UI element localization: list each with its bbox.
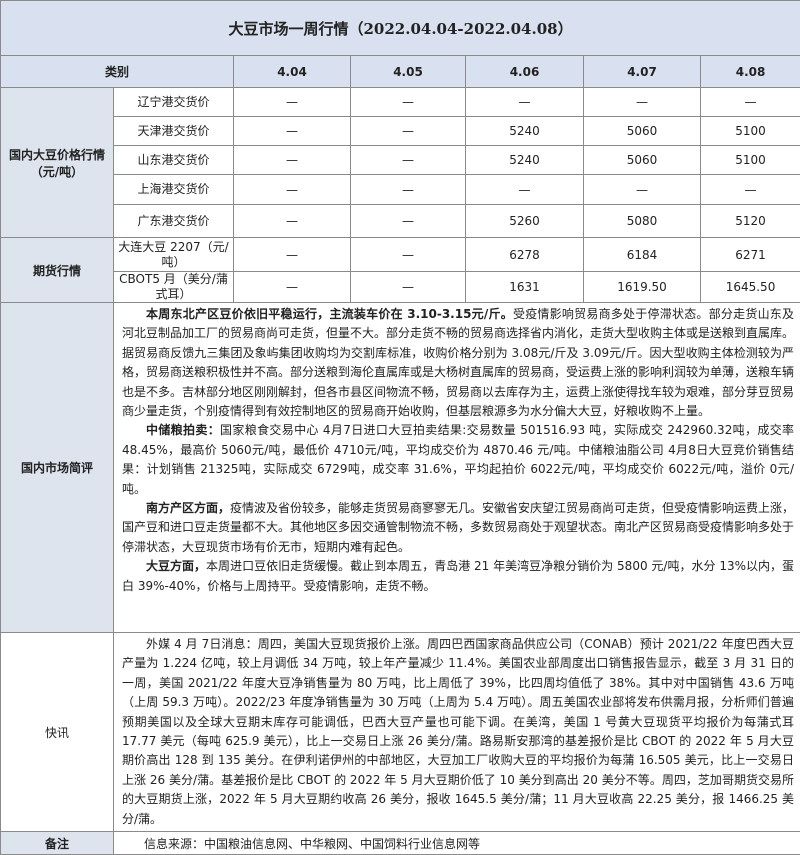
table-row: 期货行情 大连大豆 2207（元/吨） — —6278 6184 6271: [0, 237, 800, 303]
table-row: CBOT5 月（美分/蒲式耳） — —1631 1619.50 1645.50: [1, 271, 800, 303]
price-cell: —: [233, 204, 351, 238]
price-cell: 5240: [465, 145, 584, 175]
table-row: 国内大豆价格行情（元/吨） 辽宁港交货价 — — — — —: [0, 87, 800, 238]
price-cell: —: [350, 145, 466, 175]
table-row: 大豆市场一周行情（2022.04.04-2022.04.08）: [0, 0, 800, 56]
price-cell: 5080: [583, 204, 701, 238]
commentary-paragraph: 大豆方面，本周进口豆依旧走货缓慢。截止到本周五，青岛港 21 年美湾豆净粮分销价…: [122, 557, 794, 596]
price-cell: —: [350, 174, 466, 205]
news-paragraph: 外媒 4 月 7日消息：周四，美国大豆现货报价上涨。周四巴西国家商品供应公司（C…: [122, 637, 795, 826]
price-cell: —: [465, 87, 584, 117]
price-cell: —: [583, 174, 701, 205]
paragraph-lead: 大豆方面，: [146, 559, 207, 574]
table-row: 国内市场简评 本周东北产区豆价依旧平稳运行，主流装车价在 3.10-3.15元/斤…: [0, 302, 800, 633]
header-date: 4.08: [699, 55, 800, 88]
item-label: 辽宁港交货价: [113, 87, 234, 117]
table-row: 类别 4.04 4.05 4.06 4.07 4.08: [0, 55, 800, 88]
group-label: 国内大豆价格行情（元/吨）: [0, 87, 114, 238]
header-date: 4.04: [233, 55, 351, 88]
header-date: 4.07: [583, 55, 701, 88]
price-cell: —: [233, 237, 351, 272]
price-cell: 6271: [699, 237, 800, 272]
paragraph-text: 受疫情影响贸易商多处于停滞状态。部分走货山东及河北豆制品加工厂的贸易商尚可走货，…: [122, 307, 795, 419]
commentary-paragraph: 南方产区方面，疫情波及省份较多，能够走货贸易商寥寥无几。安徽省安庆望江贸易商尚可…: [122, 499, 794, 557]
item-label: CBOT5 月（美分/蒲式耳）: [113, 271, 234, 303]
price-cell: —: [350, 237, 466, 272]
price-cell: 5060: [583, 116, 701, 146]
price-cell: —: [233, 87, 351, 117]
table-row: 上海港交货价 — — — — —: [1, 174, 800, 205]
price-cell: 5260: [465, 204, 584, 238]
commentary-text: 本周东北产区豆价依旧平稳运行，主流装车价在 3.10-3.15元/斤。受疫情影响…: [112, 302, 800, 633]
item-label: 山东港交货价: [113, 145, 234, 175]
price-cell: —: [699, 87, 800, 117]
price-cell: 6278: [465, 237, 584, 272]
price-cell: —: [699, 174, 800, 205]
item-label: 上海港交货价: [113, 174, 234, 205]
table-row: 广东港交货价 — —5260 5080 5120: [1, 204, 800, 238]
commentary-paragraph: 中储粮拍卖：国家粮食交易中心 4月7日进口大豆拍卖结果:交易数量 501516.…: [122, 421, 794, 499]
price-cell: 5060: [583, 145, 701, 175]
news-label: 快讯: [0, 631, 114, 833]
table-row: 天津港交货价 — —5240 5060 5100: [1, 116, 800, 146]
table-row: 备注 信息来源：中国粮油信息网、中华粮网、中国饲料行业信息网等: [0, 831, 800, 855]
paragraph-lead: 中储粮拍卖：: [146, 423, 221, 438]
price-cell: 5120: [699, 204, 800, 238]
price-cell: 6184: [583, 237, 701, 272]
price-cell: 1619.50: [583, 271, 701, 303]
item-label: 广东港交货价: [113, 204, 234, 238]
table-row: 山东港交货价 — —5240 5060 5100: [1, 145, 800, 175]
price-cell: 5240: [465, 116, 584, 146]
price-cell: —: [233, 271, 351, 303]
notes-text: 信息来源：中国粮油信息网、中华粮网、中国饲料行业信息网等: [112, 831, 800, 855]
price-cell: 1645.50: [699, 271, 800, 303]
paragraph-text: 国家粮食交易中心 4月7日进口大豆拍卖结果:交易数量 501516.93 吨，实…: [122, 423, 795, 496]
header-category: 类别: [0, 55, 234, 88]
price-cell: 1631: [465, 271, 584, 303]
paragraph-text: 疫情波及省份较多，能够走货贸易商寥寥无几。安徽省安庆望江贸易商尚可走货，但受疫情…: [122, 501, 795, 554]
price-cell: —: [233, 174, 351, 205]
paragraph-lead: 本周东北产区豆价依旧平稳运行，主流装车价在 3.10-3.15元/斤。: [146, 307, 513, 321]
price-cell: 5100: [699, 145, 800, 175]
commentary-paragraph: 本周东北产区豆价依旧平稳运行，主流装车价在 3.10-3.15元/斤。受疫情影响…: [122, 305, 794, 421]
price-cell: —: [350, 87, 466, 117]
paragraph-text: 本周进口豆依旧走货缓慢。截止到本周五，青岛港 21 年美湾豆净粮分销价为 580…: [122, 559, 795, 593]
table-title: 大豆市场一周行情（2022.04.04-2022.04.08）: [0, 0, 800, 56]
price-cell: 5100: [699, 116, 800, 146]
price-cell: —: [350, 116, 466, 146]
news-text: 外媒 4 月 7日消息：周四，美国大豆现货报价上涨。周四巴西国家商品供应公司（C…: [112, 631, 800, 833]
price-cell: —: [350, 204, 466, 238]
item-label: 大连大豆 2207（元/吨）: [113, 237, 234, 272]
price-cell: —: [583, 87, 701, 117]
price-cell: —: [233, 116, 351, 146]
price-cell: —: [233, 145, 351, 175]
paragraph-lead: 南方产区方面，: [146, 501, 231, 516]
header-date: 4.05: [350, 55, 466, 88]
notes-label: 备注: [0, 831, 114, 855]
table-row: 快讯 外媒 4 月 7日消息：周四，美国大豆现货报价上涨。周四巴西国家商品供应公司…: [0, 631, 800, 833]
header-date: 4.06: [465, 55, 584, 88]
group-label: 期货行情: [0, 237, 114, 303]
item-label: 天津港交货价: [113, 116, 234, 146]
price-cell: —: [350, 271, 466, 303]
price-cell: —: [465, 174, 584, 205]
commentary-label: 国内市场简评: [0, 302, 114, 633]
